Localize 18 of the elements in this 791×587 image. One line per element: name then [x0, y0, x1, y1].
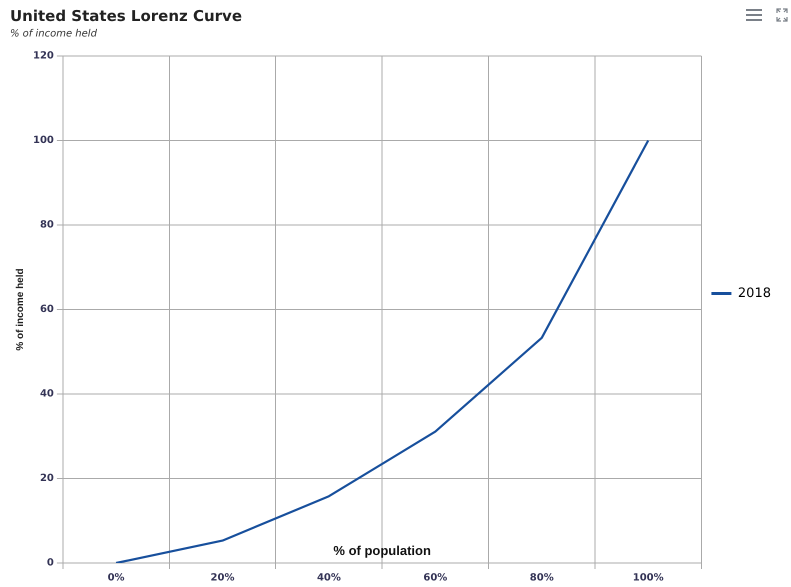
x-tick-label: 100% [632, 572, 664, 584]
y-tick-label: 100 [33, 135, 54, 146]
y-tick-label: 80 [40, 220, 54, 231]
chart-subtitle: % of income held [10, 28, 98, 40]
x-axis-title: % of population [333, 543, 431, 558]
y-tick-label: 120 [33, 50, 54, 62]
legend-label: 2018 [738, 286, 772, 301]
y-tick-label: 40 [40, 388, 54, 400]
x-tick-label: 40% [316, 572, 341, 584]
x-tick-label: 60% [423, 572, 448, 584]
y-tick-label: 0 [46, 558, 54, 569]
y-tick-label: 20 [40, 473, 54, 484]
y-axis-title: % of income held [14, 268, 26, 351]
x-tick-label: 80% [530, 572, 554, 584]
y-tick-label: 60 [40, 304, 54, 316]
chart-title: United States Lorenz Curve [10, 6, 242, 25]
x-tick-label: 20% [210, 572, 234, 584]
x-tick-label: 0% [108, 572, 125, 584]
